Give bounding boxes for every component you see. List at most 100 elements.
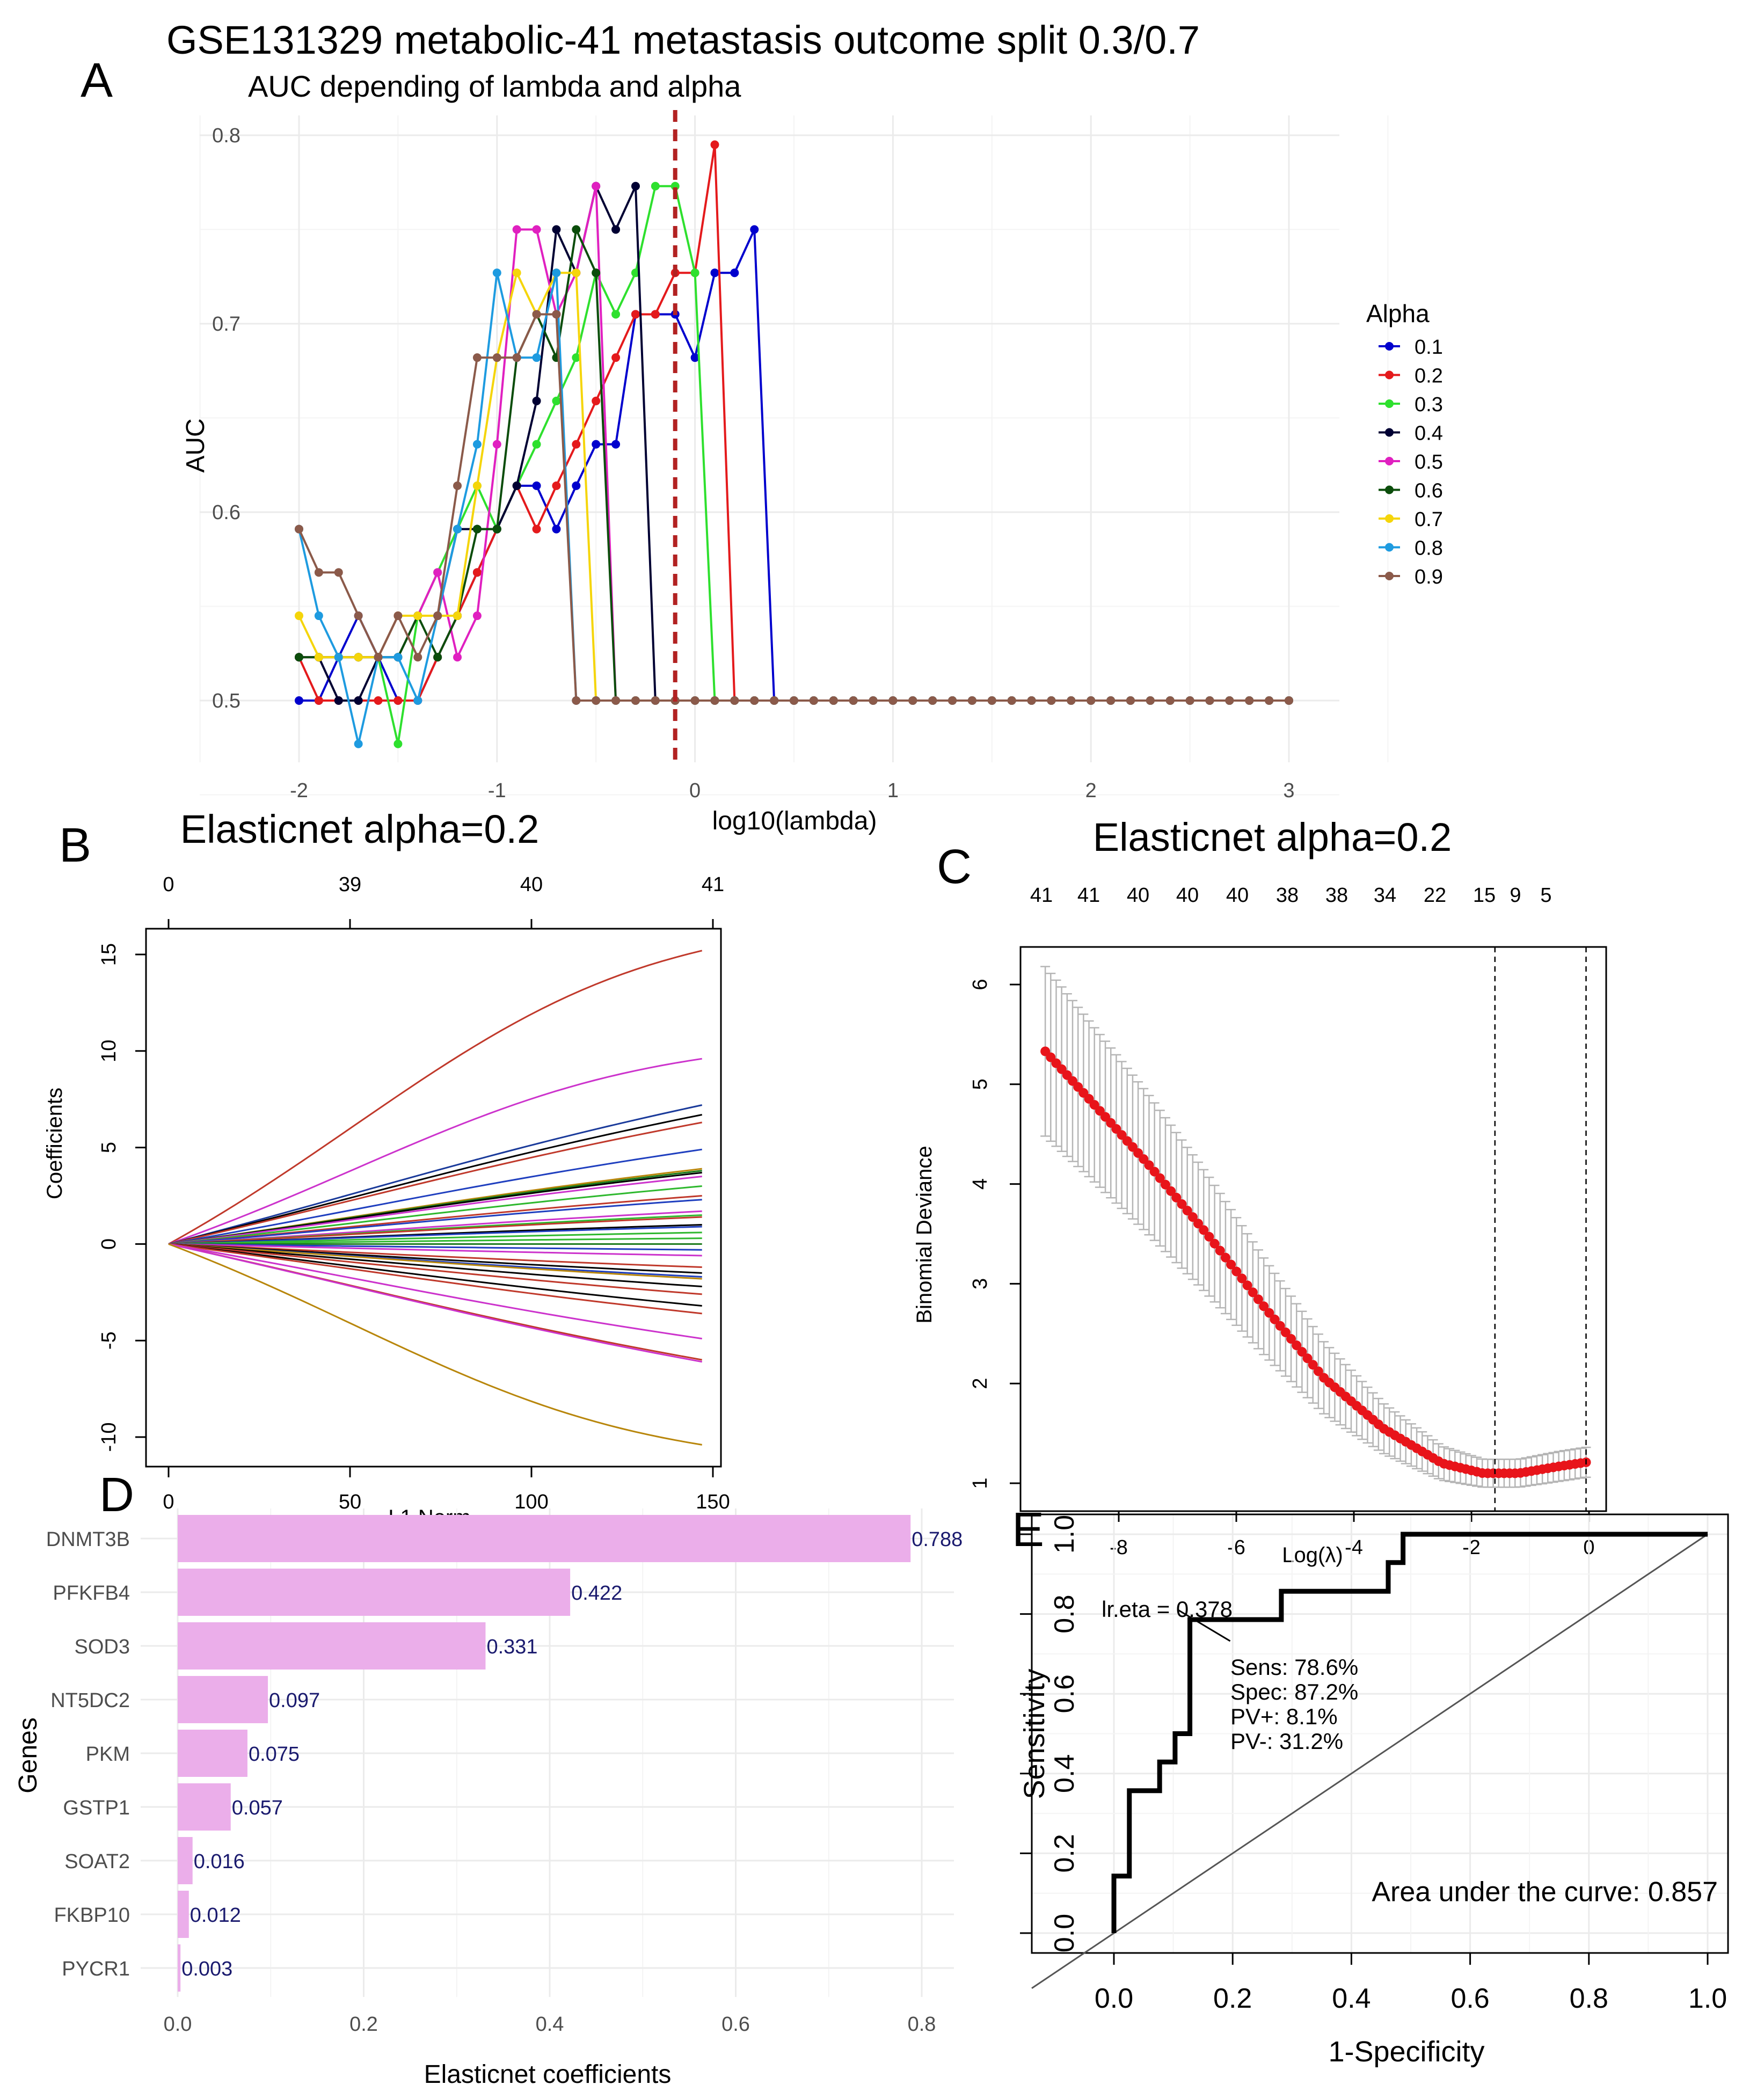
legend-item: 0.6 xyxy=(1379,480,1443,502)
panel-e-y-axis-title: Sensitivity xyxy=(1018,1668,1051,1799)
panel-a-grid xyxy=(199,115,1389,796)
x-tick-label: 0.2 xyxy=(1213,1983,1252,2014)
bar-row-nt5dc2: 0.097 NT5DC2 xyxy=(50,1676,320,1723)
y-tick-label: -10 xyxy=(98,1423,120,1452)
top-tick-label: 39 xyxy=(339,873,361,896)
data-point xyxy=(512,353,521,362)
x-tick-label: 0.8 xyxy=(908,2013,936,2036)
gene-label: GSTP1 xyxy=(63,1797,130,1819)
data-point xyxy=(690,696,699,705)
deviance-point xyxy=(1270,1314,1280,1324)
data-point xyxy=(770,696,779,705)
x-tick-label: -2 xyxy=(1462,1536,1481,1559)
data-point xyxy=(532,396,541,405)
deviance-point xyxy=(1275,1321,1285,1331)
x-tick-label: 3 xyxy=(1283,779,1294,802)
legend-item: 0.9 xyxy=(1379,566,1443,588)
x-tick-label: 0.8 xyxy=(1570,1983,1608,2014)
data-point xyxy=(393,653,403,662)
deviance-point xyxy=(1280,1327,1291,1337)
data-point xyxy=(572,481,581,490)
top-tick-label: 40 xyxy=(1226,884,1249,907)
deviance-point xyxy=(1264,1308,1274,1318)
x-tick-label: -2 xyxy=(290,779,308,802)
data-point xyxy=(1265,696,1274,705)
coefficient-path-line xyxy=(168,1243,702,1295)
y-tick-label: 0.2 xyxy=(1049,1834,1080,1872)
top-tick-label: 41 xyxy=(702,873,724,896)
legend-marker-icon xyxy=(1385,428,1394,437)
data-point xyxy=(592,696,601,705)
bar-row-pfkfb4: 0.422 PFKFB4 xyxy=(53,1569,622,1616)
deviance-point xyxy=(1193,1219,1204,1229)
top-tick-label: 40 xyxy=(520,873,543,896)
data-point xyxy=(1027,696,1036,705)
panel-d-bars: 0.788 DNMT3B 0.422 PFKFB4 0.331 SOD3 0.097 NT5D… xyxy=(46,1515,963,1992)
y-tick-label: 0.8 xyxy=(1049,1594,1080,1633)
coefficient-path-line xyxy=(168,1058,702,1245)
top-tick-label: 34 xyxy=(1374,884,1396,907)
data-point xyxy=(314,653,323,662)
data-point xyxy=(492,440,501,449)
bar xyxy=(178,1569,571,1616)
y-tick-label: -5 xyxy=(98,1331,120,1350)
bar-value-label: 0.016 xyxy=(194,1850,245,1873)
legend-marker-icon xyxy=(1385,342,1394,351)
deviance-point xyxy=(1237,1273,1247,1284)
x-tick-label: 50 xyxy=(339,1491,361,1513)
bar-value-label: 0.057 xyxy=(232,1797,283,1819)
data-point xyxy=(631,310,640,319)
deviance-point xyxy=(1286,1334,1296,1344)
panel-e-roc-line xyxy=(1111,1532,1708,1933)
coefficient-path-line xyxy=(168,1243,702,1269)
panel-c-frame xyxy=(1019,946,1607,1512)
coefficient-path-line xyxy=(168,1243,702,1288)
bar-row-pkm: 0.075 PKM xyxy=(86,1730,300,1777)
y-tick-label: 6 xyxy=(969,979,992,990)
coefficient-path-line xyxy=(168,1243,702,1340)
legend-marker-icon xyxy=(1385,514,1394,523)
panel-d-coefficient-bars: 0.788 DNMT3B 0.422 PFKFB4 0.331 SOD3 0.097 NT5D… xyxy=(14,1508,963,2089)
coefficient-path-line xyxy=(168,1148,702,1245)
bar xyxy=(178,1837,193,1884)
deviance-point xyxy=(1297,1347,1307,1357)
x-tick-label: -1 xyxy=(488,779,506,802)
panel-a-x-axis-title: log10(lambda) xyxy=(712,807,877,835)
legend-item: 0.5 xyxy=(1379,451,1443,473)
roc-stat-line: PV-: 31.2% xyxy=(1230,1729,1343,1754)
data-point xyxy=(1047,696,1056,705)
legend-label: 0.9 xyxy=(1415,566,1443,588)
coefficient-path-line xyxy=(168,1243,702,1280)
panel-d-ticks: 0.0 0.2 0.4 0.6 0.8 xyxy=(164,2013,936,2036)
panel-b-title: Elasticnet alpha=0.2 xyxy=(180,807,540,851)
x-tick-label: -8 xyxy=(1110,1536,1128,1559)
data-point xyxy=(354,739,363,748)
coefficient-path-line xyxy=(168,1121,703,1245)
data-point xyxy=(492,353,501,362)
data-point xyxy=(512,481,521,490)
data-point xyxy=(433,611,442,621)
coefficient-path-line xyxy=(168,1243,702,1315)
data-point xyxy=(572,225,581,234)
data-point xyxy=(987,696,996,705)
data-point xyxy=(1225,696,1234,705)
top-tick-label: 22 xyxy=(1424,884,1446,907)
coefficient-path-line xyxy=(168,1216,702,1245)
deviance-point xyxy=(1149,1167,1160,1177)
panel-a-title: AUC depending of lambda and alpha xyxy=(248,69,741,103)
bar-row-pycr1: 0.003 PYCR1 xyxy=(62,1944,232,1992)
deviance-point xyxy=(1177,1199,1187,1209)
data-point xyxy=(532,310,541,319)
top-tick-label: 40 xyxy=(1127,884,1149,907)
data-point xyxy=(433,653,442,662)
figure-main-title: GSE131329 metabolic-41 metastasis outcom… xyxy=(166,18,1200,62)
y-tick-label: 15 xyxy=(98,943,120,966)
data-point xyxy=(552,396,561,405)
data-point xyxy=(532,524,541,534)
roc-stat-line: PV+: 8.1% xyxy=(1230,1704,1338,1729)
top-tick-label: 38 xyxy=(1325,884,1348,907)
x-tick-label: 0.6 xyxy=(721,2013,750,2036)
bar-value-label: 0.012 xyxy=(190,1904,241,1927)
data-point xyxy=(314,568,323,577)
bar-value-label: 0.097 xyxy=(269,1689,320,1712)
